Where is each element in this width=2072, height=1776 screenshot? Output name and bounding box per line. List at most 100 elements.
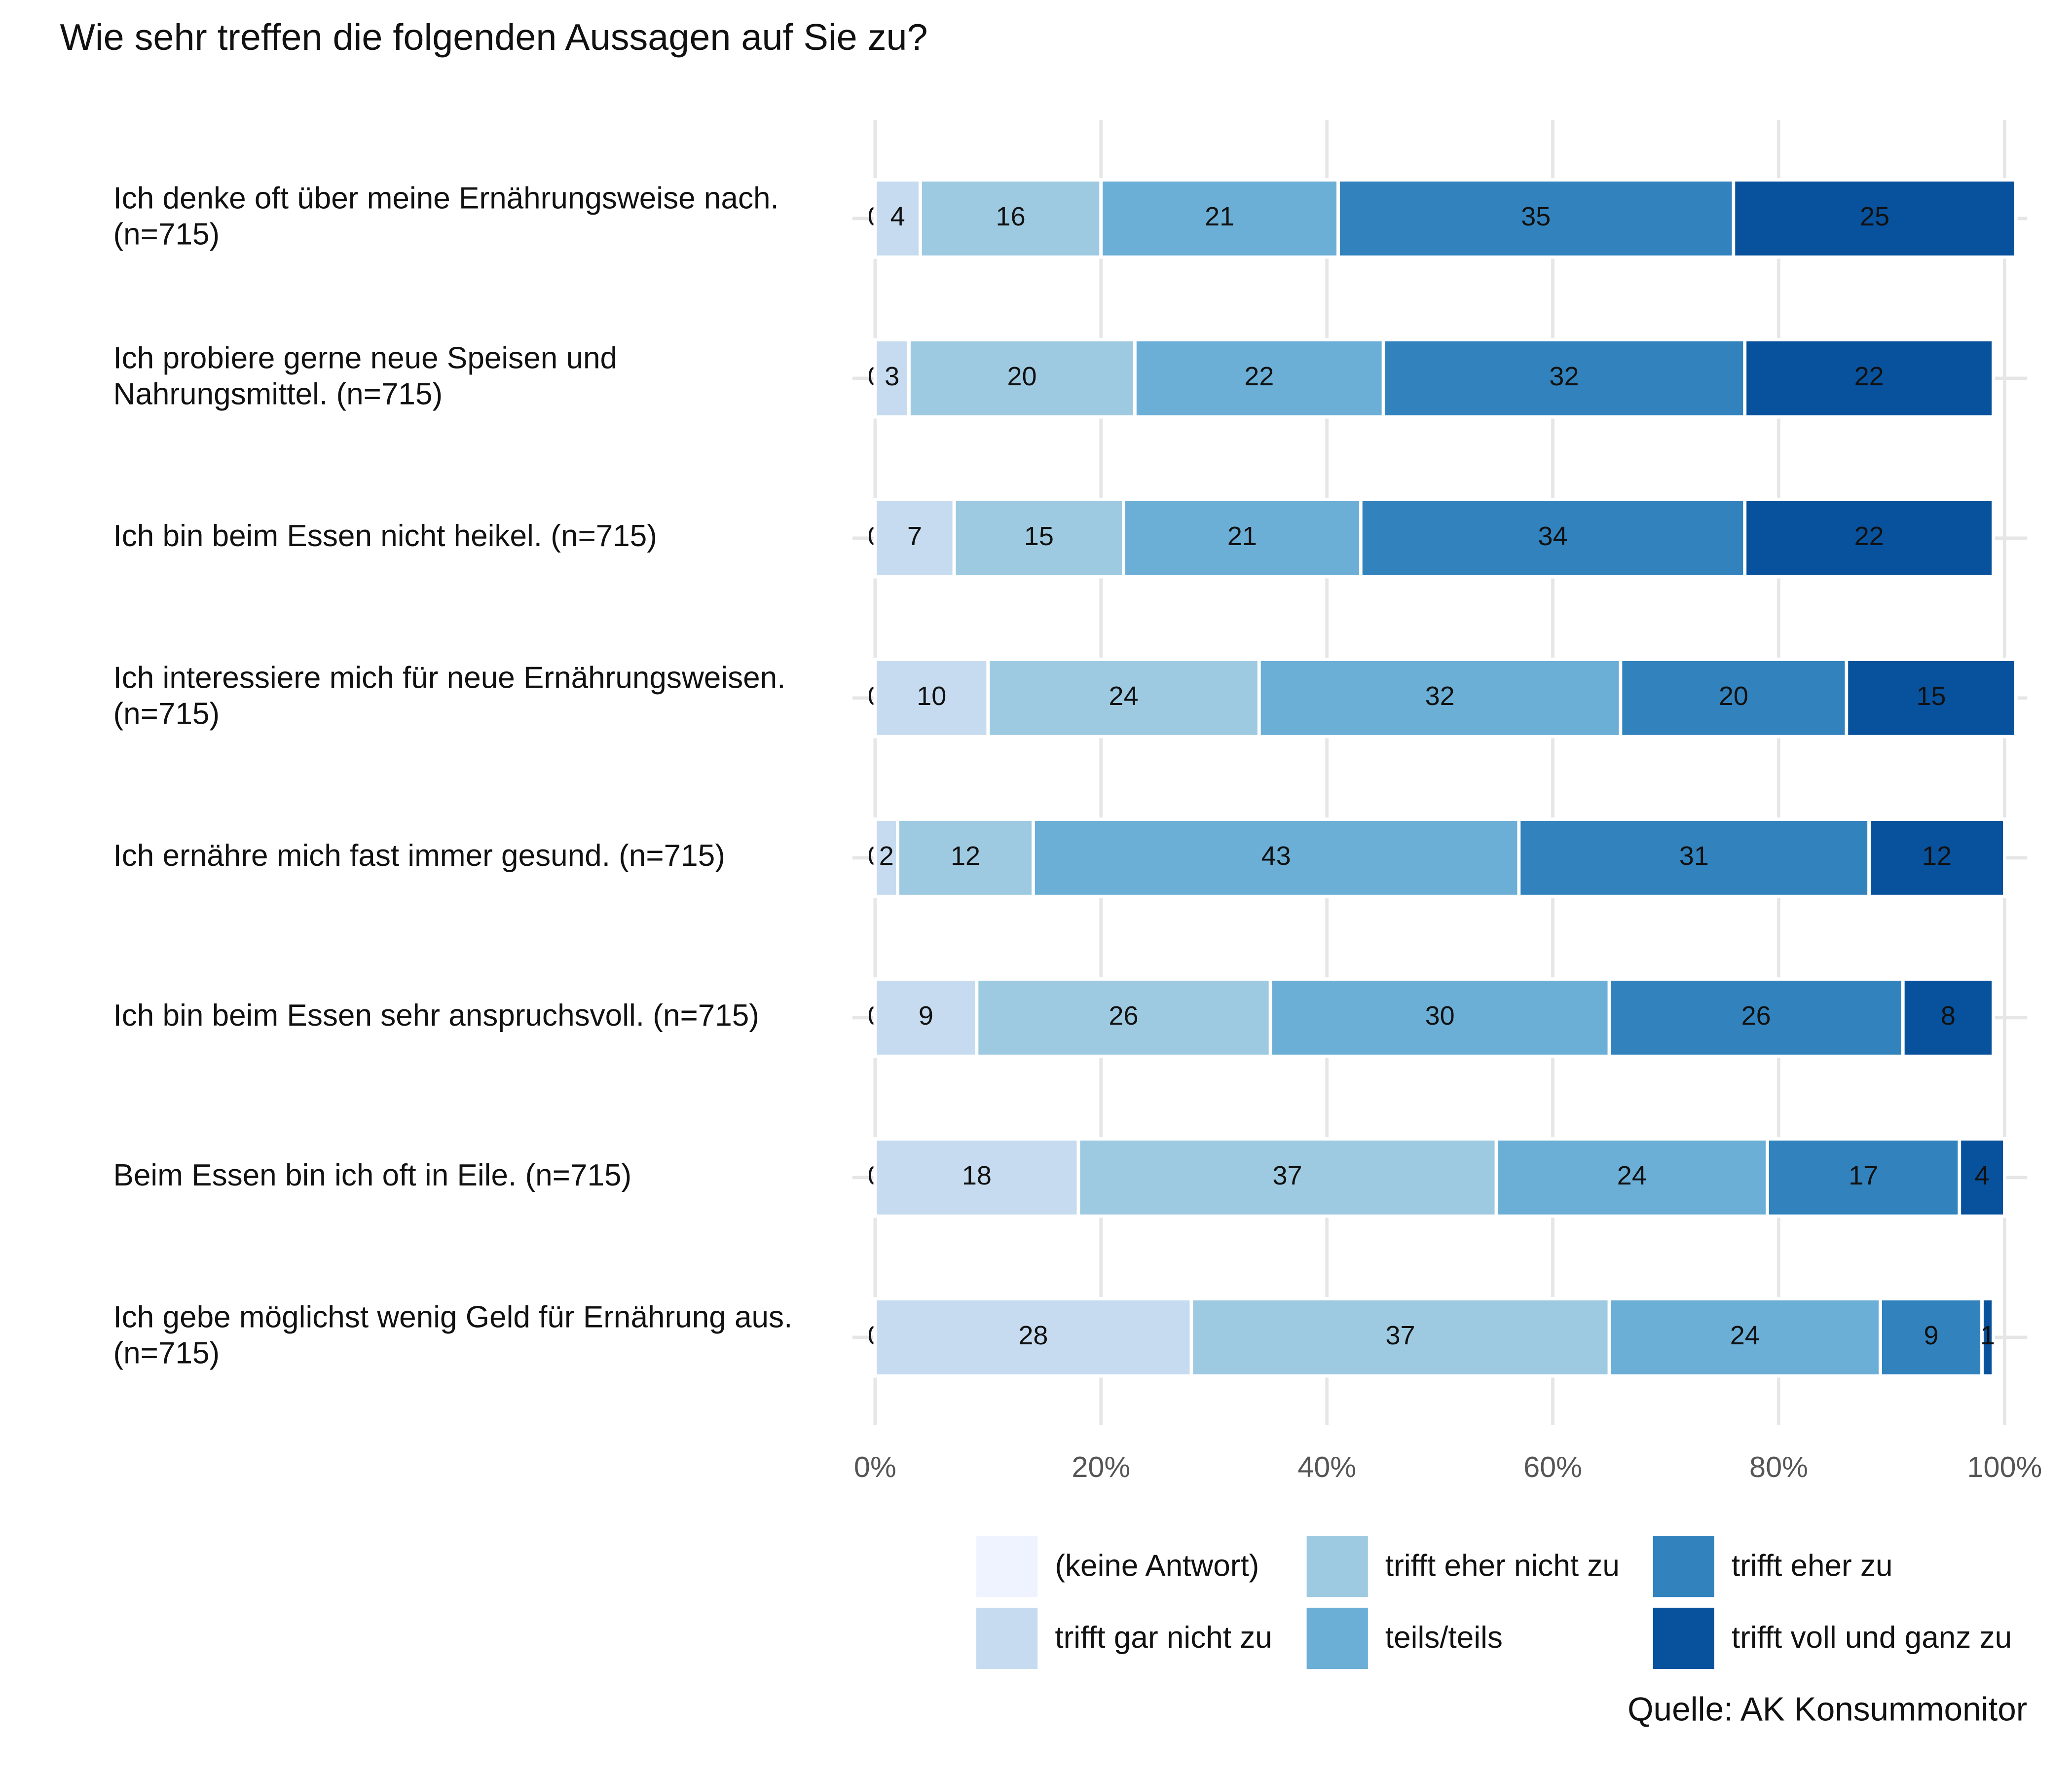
bar-segment: [1980, 1297, 1995, 1378]
value-label: 18: [962, 1161, 992, 1190]
value-label: 10: [917, 681, 946, 711]
legend-label: trifft eher nicht zu: [1385, 1549, 1620, 1583]
bar-segment: [1766, 1137, 1961, 1218]
bar-segment: [1336, 178, 1736, 259]
value-label: 2: [879, 841, 894, 871]
value-label: 28: [1018, 1321, 1048, 1350]
value-label: 4: [890, 202, 905, 231]
bar-segment: [986, 658, 1261, 739]
value-label: 7: [907, 521, 922, 551]
bar-segment: [1867, 817, 2006, 898]
value-label: 25: [1860, 202, 1889, 231]
legend-key: [1306, 1536, 1368, 1597]
bar-segment: [1901, 977, 1995, 1058]
legend-label: trifft eher zu: [1732, 1549, 1893, 1583]
category-label: Ich gebe möglichst wenig Geld für Ernähr…: [113, 1300, 792, 1370]
bar-segment: [1517, 817, 1871, 898]
value-label: 22: [1854, 521, 1884, 551]
value-label: 34: [1538, 521, 1568, 551]
bar-segment: [1879, 1297, 1984, 1378]
value-label: 8: [1941, 1001, 1956, 1031]
value-label: 22: [1854, 362, 1884, 391]
bar-segment: [975, 977, 1272, 1058]
bar-segment: [919, 178, 1103, 259]
bar-segment: [1607, 1297, 1882, 1378]
legend-key: [976, 1536, 1038, 1597]
bar-segment: [873, 658, 990, 739]
bar-segment: [1122, 498, 1363, 579]
bar-segment: [1381, 338, 1747, 419]
bar-segment: [1732, 178, 2018, 259]
bar-segment: [1743, 338, 1995, 419]
legend-key: [1653, 1536, 1714, 1597]
category-label: Beim Essen bin ich oft in Eile. (n=715): [113, 1158, 631, 1192]
source: Quelle: AK Konsummonitor: [1628, 1691, 2027, 1728]
value-label: 37: [1385, 1321, 1415, 1350]
value-label: 20: [1719, 681, 1748, 711]
bar-segment: [1494, 1137, 1769, 1218]
x-tick-label: 20%: [1072, 1450, 1130, 1483]
category-label: Ich ernähre mich fast immer gesund. (n=7…: [113, 839, 725, 873]
bar-segment: [907, 338, 1137, 419]
value-label: 35: [1521, 202, 1551, 231]
value-label: 12: [951, 841, 980, 871]
bar-segment: [1607, 977, 1905, 1058]
bar-segment: [952, 498, 1125, 579]
value-label: 31: [1679, 841, 1709, 871]
bar-segment: [873, 1297, 1193, 1378]
bar-segment: [1032, 817, 1521, 898]
value-label: 26: [1741, 1001, 1771, 1031]
legend-label: trifft gar nicht zu: [1055, 1621, 1272, 1655]
value-label: 1: [1980, 1321, 1995, 1350]
legend-key: [1653, 1607, 1714, 1669]
value-label: 21: [1205, 202, 1234, 231]
bar-segment: [1268, 977, 1611, 1058]
bar-segment: [1133, 338, 1385, 419]
category-label: Ich probiere gerne neue Speisen und Nahru…: [113, 341, 617, 411]
value-label: 20: [1007, 362, 1036, 391]
value-label: 21: [1227, 521, 1257, 551]
legend-key: [976, 1607, 1038, 1669]
value-label: 3: [885, 362, 899, 391]
value-label: 17: [1849, 1161, 1878, 1190]
value-label: 9: [919, 1001, 933, 1031]
x-tick-label: 60%: [1523, 1450, 1582, 1483]
value-label: 24: [1617, 1161, 1647, 1190]
value-label: 4: [1975, 1161, 1990, 1190]
value-label: 30: [1425, 1001, 1455, 1031]
value-label: 22: [1244, 362, 1274, 391]
category-label: Ich bin beim Essen nicht heikel. (n=715): [113, 519, 657, 553]
category-label: Ich bin beim Essen sehr anspruchsvoll. (…: [113, 999, 759, 1033]
bar-segment: [1359, 498, 1747, 579]
value-label: 32: [1425, 681, 1455, 711]
bar-segment: [1257, 658, 1623, 739]
legend-label: teils/teils: [1385, 1621, 1503, 1655]
category-label: Ich interessiere mich für neue Ernährung…: [113, 661, 785, 731]
bar-segment: [1958, 1137, 2006, 1218]
value-label: 12: [1922, 841, 1952, 871]
value-label: 37: [1272, 1161, 1302, 1190]
x-tick-label: 0%: [854, 1450, 896, 1483]
chart-title: Wie sehr treffen die folgenden Aussagen …: [60, 17, 927, 58]
x-tick-label: 100%: [1967, 1450, 2042, 1483]
bar-segment: [1743, 498, 1995, 579]
legend-label: trifft voll und ganz zu: [1732, 1621, 2012, 1655]
value-label: 43: [1261, 841, 1291, 871]
value-label: 24: [1109, 681, 1139, 711]
x-tick-label: 80%: [1749, 1450, 1808, 1483]
value-label: 15: [1917, 681, 1946, 711]
value-label: 32: [1549, 362, 1579, 391]
value-label: 15: [1024, 521, 1054, 551]
category-label: Ich denke oft über meine Ernährungsweise…: [113, 182, 778, 252]
bar-segment: [1845, 658, 2018, 739]
bar-segment: [1076, 1137, 1498, 1218]
value-label: 24: [1730, 1321, 1760, 1350]
value-label: 26: [1109, 1001, 1139, 1031]
legend-label: (keine Antwort): [1055, 1549, 1259, 1583]
legend-key: [1306, 1607, 1368, 1669]
value-label: 16: [996, 202, 1026, 231]
bar-segment: [873, 498, 956, 579]
x-tick-label: 40%: [1297, 1450, 1356, 1483]
value-label: 9: [1924, 1321, 1939, 1350]
